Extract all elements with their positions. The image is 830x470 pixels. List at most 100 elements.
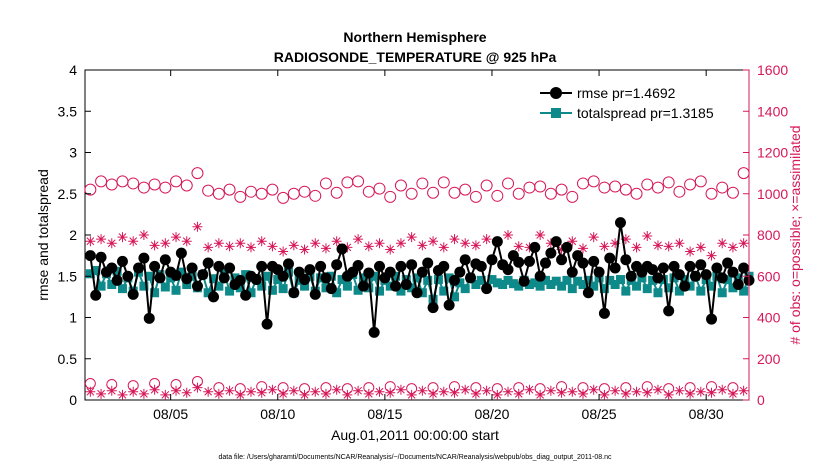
rmse-point (208, 291, 220, 303)
totalspread-point (96, 281, 106, 291)
rmse-point (84, 250, 96, 262)
totalspread-point (589, 281, 599, 291)
obs-assimilated-point (395, 384, 406, 395)
obs-assimilated-point (342, 389, 353, 400)
totalspread-point (187, 271, 197, 281)
rmse-point (309, 288, 321, 300)
y-tick-label-right: 400 (757, 310, 781, 326)
obs-assimilated-point (171, 385, 182, 396)
totalspread-point (508, 279, 518, 289)
rmse-point (352, 260, 364, 272)
obs-assimilated-point (727, 242, 738, 253)
rmse-point (668, 260, 680, 272)
totalspread-point (273, 275, 283, 285)
obs-possible-point (137, 181, 150, 194)
obs-possible-point (298, 185, 311, 198)
obs-possible-point (170, 175, 183, 188)
totalspread-point (653, 288, 663, 298)
rmse-point (722, 257, 734, 269)
rmse-point (357, 280, 369, 292)
totalspread-point (369, 271, 379, 281)
rmse-point (598, 307, 610, 319)
rmse-point (706, 313, 718, 325)
totalspread-point (723, 275, 733, 285)
totalspread-point (412, 273, 422, 283)
totalspread-point (91, 265, 101, 275)
obs-assimilated-point (631, 386, 642, 397)
totalspread-point (503, 275, 513, 285)
obs-possible-point (641, 178, 654, 191)
totalspread-point (407, 283, 417, 293)
obs-assimilated-point (353, 234, 364, 245)
totalspread-point (658, 275, 668, 285)
totalspread-point (305, 271, 315, 281)
obs-assimilated-point (288, 385, 299, 396)
obs-possible-point (405, 187, 418, 200)
rmse-point (116, 255, 128, 267)
obs-possible-point (319, 177, 332, 190)
totalspread-point (278, 284, 288, 294)
obs-assimilated-point (299, 244, 310, 255)
obs-assimilated-point (288, 240, 299, 251)
obs-assimilated-point (278, 388, 289, 399)
totalspread-point (637, 273, 647, 283)
obs-assimilated-point (460, 238, 471, 249)
y-tick-label-right: 200 (757, 351, 781, 367)
x-tick-label: 08/15 (367, 406, 402, 422)
rmse-point (620, 254, 632, 266)
rmse-point (106, 262, 118, 274)
obs-assimilated-point (160, 389, 171, 400)
obs-possible-point (266, 183, 279, 196)
totalspread-point (498, 280, 508, 289)
obs-assimilated-point (578, 243, 588, 254)
obs-assimilated-point (235, 238, 246, 249)
rmse-point (443, 299, 455, 311)
totalspread-point (632, 281, 642, 291)
obs-assimilated-point (449, 387, 460, 398)
obs-assimilated-point (213, 388, 224, 399)
obs-possible-point (705, 187, 718, 200)
obs-possible-point (427, 186, 440, 199)
rmse-point (647, 264, 659, 276)
obs-assimilated-point (513, 388, 524, 399)
obs-assimilated-point (106, 385, 117, 396)
totalspread-point (471, 280, 481, 289)
obs-assimilated-point (620, 388, 631, 399)
rmse-point (127, 288, 139, 300)
obs-assimilated-point (106, 238, 117, 249)
obs-assimilated-point (631, 242, 642, 253)
obs-assimilated-point (545, 238, 556, 249)
chart-title-line1: Northern Hemisphere (343, 29, 486, 45)
obs-assimilated-point (385, 244, 396, 255)
obs-possible-point (95, 175, 108, 188)
rmse-point (197, 269, 209, 281)
obs-assimilated-point (695, 242, 706, 253)
obs-assimilated-point (213, 238, 224, 249)
obs-possible-point (384, 190, 397, 203)
rmse-point (218, 272, 230, 284)
y-tick-label-right: 0 (757, 392, 765, 408)
rmse-point (577, 257, 589, 269)
totalspread-point (514, 281, 524, 291)
rmse-point (475, 260, 487, 272)
obs-assimilated-point (674, 238, 685, 249)
rmse-point (406, 259, 418, 271)
y-tick-label-right: 1200 (757, 145, 788, 161)
totalspread-point (669, 273, 679, 283)
obs-assimilated-point (342, 242, 353, 253)
totalspread-point (621, 286, 631, 296)
obs-assimilated-point (545, 385, 556, 396)
obs-assimilated-point (235, 389, 246, 400)
obs-possible-point (469, 190, 482, 203)
obs-assimilated-point (428, 388, 439, 399)
obs-possible-point (651, 181, 664, 194)
rmse-point (411, 287, 423, 299)
totalspread-point (439, 286, 449, 296)
obs-assimilated-point (535, 389, 546, 400)
rmse-point (224, 262, 236, 274)
obs-possible-point (684, 178, 697, 191)
obs-assimilated-point (353, 385, 364, 396)
y-tick-label-left: 1 (69, 310, 77, 326)
obs-assimilated-point (138, 230, 149, 240)
obs-possible-point (491, 189, 504, 202)
